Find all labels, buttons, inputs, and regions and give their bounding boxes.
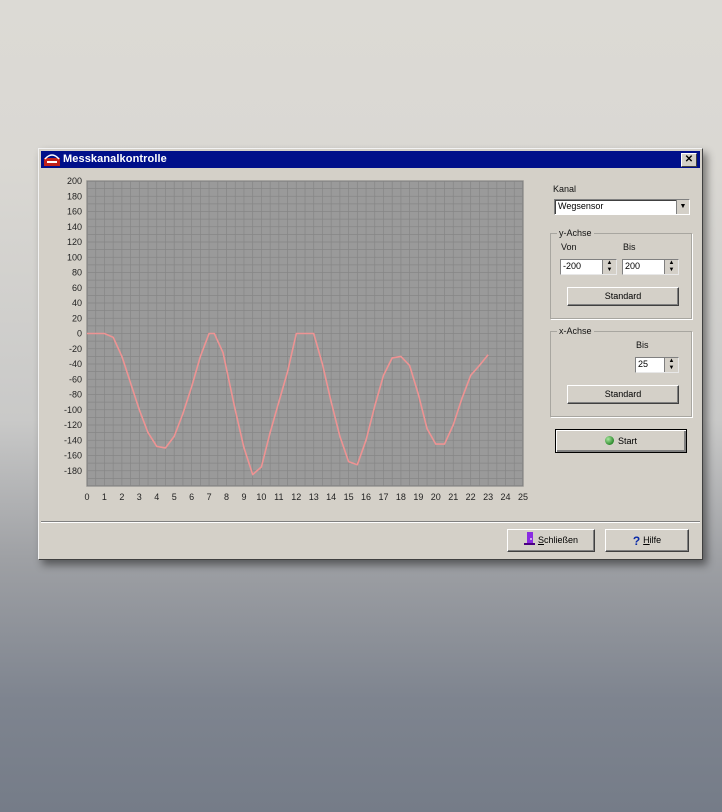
x-tick-label: 6 [189, 492, 194, 502]
x-tick-label: 23 [483, 492, 493, 502]
x-tick-label: 16 [361, 492, 371, 502]
hilfe-mnemonic: H [643, 535, 650, 545]
y-tick-label: -20 [69, 344, 82, 354]
door-exit-icon [523, 532, 535, 545]
x-tick-label: 8 [224, 492, 229, 502]
y-tick-label: -100 [64, 405, 82, 415]
y-tick-label: 180 [67, 191, 82, 201]
x-bis-value: 25 [638, 359, 649, 369]
y-von-label: Von [561, 242, 577, 252]
y-achse-group: y-Achse Von Bis -200 ▲ ▼ 200 ▲ ▼ Standard [550, 228, 692, 319]
x-tick-label: 19 [413, 492, 423, 502]
y-standard-button[interactable]: Standard [567, 287, 679, 306]
x-tick-label: 1 [102, 492, 107, 502]
x-achse-group: x-Achse Bis 25 ▲ ▼ Standard [550, 326, 692, 417]
y-tick-label: 0 [77, 329, 82, 339]
green-light-icon [604, 436, 614, 445]
y-bis-spinner[interactable]: 200 ▲ ▼ [622, 259, 679, 275]
y-tick-label: -120 [64, 420, 82, 430]
x-tick-label: 17 [378, 492, 388, 502]
x-tick-label: 21 [448, 492, 458, 502]
y-tick-label: 160 [67, 207, 82, 217]
x-tick-label: 20 [431, 492, 441, 502]
y-tick-label: 20 [72, 313, 82, 323]
x-bis-label: Bis [636, 340, 649, 350]
y-tick-label: -180 [64, 466, 82, 476]
x-bis-spinner[interactable]: 25 ▲ ▼ [635, 357, 679, 373]
x-tick-label: 15 [344, 492, 354, 502]
spin-arrows-icon[interactable]: ▲ ▼ [664, 358, 678, 372]
x-tick-label: 11 [274, 492, 283, 502]
x-standard-button[interactable]: Standard [567, 385, 679, 404]
start-label: Start [617, 436, 637, 446]
y-tick-label: 80 [72, 268, 82, 278]
footer-divider [41, 521, 700, 523]
chevron-down-icon[interactable]: ▼ [676, 200, 689, 214]
schliessen-mnemonic: S [537, 535, 544, 545]
spin-arrows-icon[interactable]: ▲ ▼ [664, 260, 678, 274]
y-tick-label: 140 [67, 222, 82, 232]
start-button[interactable]: Start [555, 429, 687, 453]
x-tick-label: 10 [256, 492, 266, 502]
x-achse-title: x-Achse [557, 326, 594, 336]
x-tick-label: 4 [154, 492, 159, 502]
x-tick-label: 22 [466, 492, 476, 502]
chart-svg: 200180160140120100806040200-20-40-60-80-… [64, 176, 528, 502]
kanal-select[interactable]: Wegsensor ▼ [554, 199, 690, 215]
x-tick-label: 9 [241, 492, 246, 502]
schliessen-button[interactable]: Schließen [507, 529, 595, 552]
schliessen-label: chließen [543, 535, 579, 545]
y-tick-label: 100 [67, 252, 82, 262]
x-tick-label: 3 [137, 492, 142, 502]
y-bis-label: Bis [623, 242, 636, 252]
window-title: Messkanalkontrolle [63, 153, 167, 165]
y-tick-label: -140 [64, 435, 82, 445]
x-tick-label: 25 [518, 492, 528, 502]
y-tick-label: -60 [69, 374, 82, 384]
y-bis-value: 200 [625, 261, 641, 271]
x-tick-label: 5 [172, 492, 177, 502]
hilfe-label: ilfe [649, 535, 662, 545]
x-tick-label: 13 [309, 492, 319, 502]
x-tick-label: 18 [396, 492, 406, 502]
x-tick-label: 12 [291, 492, 301, 502]
hilfe-button[interactable]: ? Hilfe [605, 529, 689, 552]
x-tick-label: 24 [501, 492, 511, 502]
data-series-line [87, 332, 489, 476]
x-tick-label: 2 [119, 492, 124, 502]
y-von-value: -200 [563, 261, 582, 271]
x-tick-label: 7 [207, 492, 212, 502]
y-tick-label: 40 [72, 298, 82, 308]
spin-arrows-icon[interactable]: ▲ ▼ [602, 260, 616, 274]
y-tick-label: -160 [64, 451, 82, 461]
title-bar[interactable]: Messkanalkontrolle ✕ [41, 151, 700, 168]
x-tick-label: 0 [84, 492, 89, 502]
app-icon [44, 154, 60, 166]
y-achse-title: y-Achse [557, 228, 594, 238]
measurement-chart: 200 180 160 140 120 100 80 60 40 20 0 -20 -40 -60 -80-… [47, 175, 537, 515]
y-tick-label: 120 [67, 237, 82, 247]
y-von-spinner[interactable]: -200 ▲ ▼ [560, 259, 617, 275]
x-tick-label: 14 [326, 492, 336, 502]
kanal-label: Kanal [553, 184, 577, 194]
y-tick-label: 60 [72, 283, 82, 293]
y-tick-label: -80 [69, 390, 82, 400]
question-mark-icon: ? [632, 534, 641, 548]
messkanal-window: Messkanalkontrolle ✕ 200 180 160 140 120 100 8… [38, 148, 703, 560]
kanal-value: Wegsensor [558, 201, 604, 211]
close-button[interactable]: ✕ [681, 153, 697, 167]
y-tick-label: -40 [69, 359, 82, 369]
y-tick-label: 200 [67, 176, 82, 186]
